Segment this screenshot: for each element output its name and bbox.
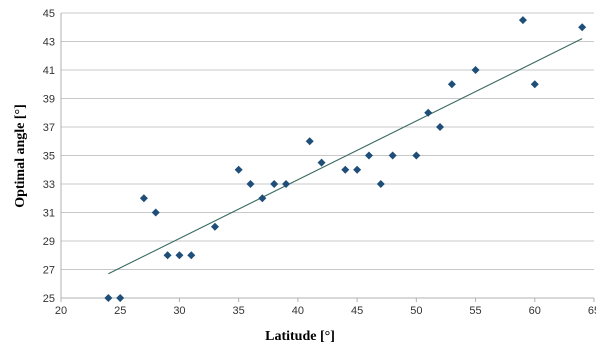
data-point [424, 108, 433, 117]
y-axis-title: Optimal angle [°] [13, 104, 28, 208]
x-tick-65: 65 [588, 305, 596, 317]
data-point [376, 180, 385, 188]
y-tick-41: 41 [43, 65, 55, 77]
y-tick-39: 39 [43, 94, 55, 106]
data-point [234, 165, 243, 174]
data-point [163, 251, 172, 260]
x-tick-45: 45 [351, 305, 363, 317]
y-tick-35: 35 [43, 151, 55, 163]
y-tick-labels: 25 27 29 31 33 35 37 39 41 43 45 [43, 8, 55, 305]
data-point [282, 180, 291, 188]
axes [60, 13, 595, 302]
y-tick-45: 45 [43, 8, 55, 20]
gridlines [61, 12, 594, 299]
data-point [317, 158, 326, 167]
y-tick-29: 29 [43, 236, 55, 248]
data-point [341, 165, 350, 174]
data-point [258, 194, 267, 203]
data-point [530, 80, 539, 89]
x-tick-60: 60 [529, 305, 541, 317]
x-tick-40: 40 [292, 305, 304, 317]
data-point [246, 180, 255, 188]
y-tick-25: 25 [43, 293, 55, 305]
data-point [139, 194, 148, 203]
data-point [151, 208, 160, 217]
data-point [447, 80, 456, 89]
x-tick-55: 55 [469, 305, 481, 317]
trendline-group [108, 38, 583, 275]
data-point [104, 294, 113, 302]
data-point [436, 123, 445, 131]
x-axis-title: Latitude [°] [265, 329, 335, 344]
data-point [210, 222, 219, 231]
y-tick-31: 31 [43, 208, 55, 220]
x-tick-35: 35 [233, 305, 245, 317]
y-tick-43: 43 [43, 37, 55, 49]
y-tick-33: 33 [43, 179, 55, 191]
x-tick-20: 20 [55, 305, 67, 317]
data-point [518, 16, 527, 25]
data-point [175, 251, 184, 260]
data-point [388, 151, 397, 160]
data-point [187, 251, 196, 260]
data-points [104, 16, 587, 302]
y-tick-27: 27 [43, 265, 55, 277]
x-tick-25: 25 [114, 305, 126, 317]
data-point [305, 137, 314, 146]
x-tick-30: 30 [173, 305, 185, 317]
data-point [578, 23, 587, 32]
data-point [471, 66, 480, 74]
data-point [270, 180, 279, 188]
x-tick-50: 50 [410, 305, 422, 317]
data-point [364, 151, 373, 160]
y-tick-37: 37 [43, 122, 55, 134]
data-point [116, 294, 125, 302]
data-point [412, 151, 421, 160]
data-point [353, 165, 362, 174]
trendline [108, 38, 583, 275]
x-tick-labels: 20 25 30 35 40 45 50 55 60 65 [55, 305, 596, 317]
